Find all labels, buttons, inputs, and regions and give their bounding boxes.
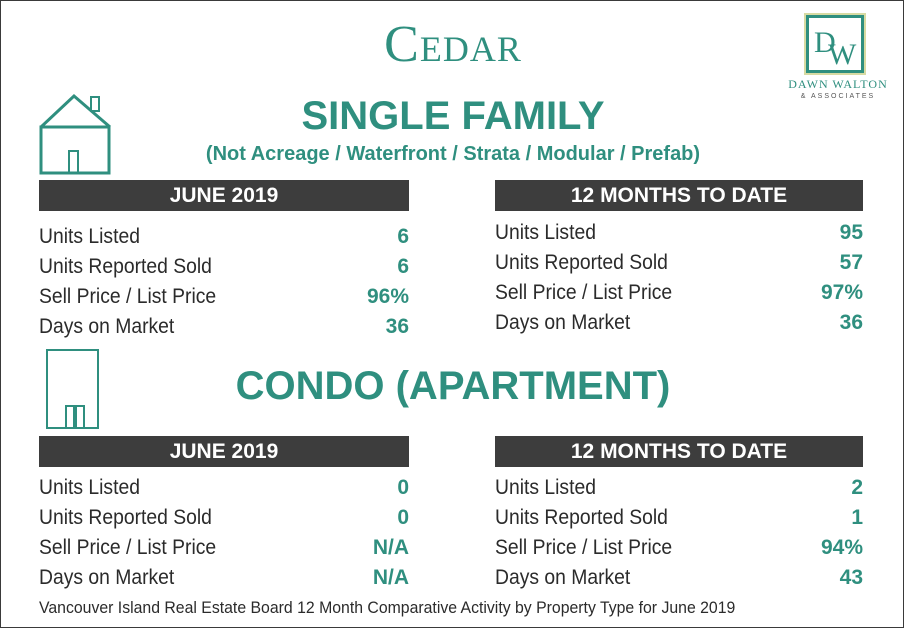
condo-ytd-header: 12 MONTHS TO DATE: [495, 436, 863, 467]
stat-row: Sell Price / List Price 96%: [39, 282, 409, 312]
stat-value: 57: [839, 251, 863, 274]
stat-value: 0: [397, 476, 409, 499]
logo-subtitle: & ASSOCIATES: [800, 93, 876, 100]
stat-label: Units Reported Sold: [495, 251, 668, 274]
single-family-ytd-header: 12 MONTHS TO DATE: [495, 180, 863, 211]
stat-value: 95: [839, 221, 863, 244]
stat-row: Units Listed 6: [39, 222, 409, 252]
svg-text:W: W: [828, 38, 857, 70]
stat-value: 0: [397, 506, 409, 529]
stat-label: Units Reported Sold: [39, 506, 212, 529]
footer-source-note: Vancouver Island Real Estate Board 12 Mo…: [39, 598, 736, 617]
stat-label: Sell Price / List Price: [39, 536, 217, 559]
stat-value: 97%: [820, 281, 863, 304]
stat-value: 43: [839, 566, 863, 589]
house-icon: [39, 93, 111, 175]
stat-row: Units Reported Sold 0: [39, 503, 409, 533]
stat-label: Sell Price / List Price: [495, 536, 673, 559]
stat-value: N/A: [372, 566, 409, 589]
single-family-month-header: JUNE 2019: [39, 180, 409, 211]
dw-monogram-icon: D W: [814, 26, 857, 70]
single-family-month-stats: Units Listed 6 Units Reported Sold 6 Sell …: [39, 222, 409, 342]
stat-value: 94%: [820, 536, 863, 559]
stat-row: Days on Market 36: [495, 308, 863, 338]
stat-label: Units Reported Sold: [39, 255, 212, 278]
stat-row: Units Reported Sold 57: [495, 248, 863, 278]
svg-text:D: D: [814, 26, 836, 59]
stat-label: Days on Market: [39, 315, 175, 338]
stat-label: Days on Market: [39, 566, 175, 589]
stat-label: Units Listed: [39, 476, 140, 499]
stat-value: N/A: [372, 536, 409, 559]
section-heading-single-family: SINGLE FAMILY: [301, 94, 605, 138]
stat-label: Units Listed: [39, 225, 140, 248]
stat-row: Units Listed 95: [495, 218, 863, 248]
condo-month-header: JUNE 2019: [39, 436, 409, 467]
stat-row: Units Reported Sold 6: [39, 252, 409, 282]
stat-row: Days on Market 36: [39, 312, 409, 342]
stat-row: Days on Market N/A: [39, 563, 409, 593]
stat-value: 2: [851, 476, 863, 499]
stat-row: Units Listed 2: [495, 473, 863, 503]
section-heading-condo: CONDO (APARTMENT): [235, 364, 671, 408]
stat-row: Days on Market 43: [495, 563, 863, 593]
stat-row: Sell Price / List Price N/A: [39, 533, 409, 563]
page-title: Cedar: [384, 16, 522, 73]
stat-label: Units Reported Sold: [495, 506, 668, 529]
single-family-ytd-stats: Units Listed 95 Units Reported Sold 57 Sel…: [495, 218, 863, 338]
stat-label: Sell Price / List Price: [39, 285, 217, 308]
stat-label: Sell Price / List Price: [495, 281, 673, 304]
stat-value: 96%: [366, 285, 409, 308]
logo-monogram-box: D W: [806, 15, 864, 73]
stat-row: Sell Price / List Price 94%: [495, 533, 863, 563]
stat-value: 36: [839, 311, 863, 334]
stat-value: 1: [851, 506, 863, 529]
stat-value: 36: [385, 315, 409, 338]
stat-row: Units Listed 0: [39, 473, 409, 503]
stat-label: Units Listed: [495, 221, 596, 244]
stat-label: Days on Market: [495, 566, 631, 589]
stat-label: Units Listed: [495, 476, 596, 499]
stat-value: 6: [397, 225, 409, 248]
stat-value: 6: [397, 255, 409, 278]
condo-ytd-stats: Units Listed 2 Units Reported Sold 1 Sell …: [495, 473, 863, 593]
company-logo: D W DAWN WALTON & ASSOCIATES: [781, 15, 895, 109]
condo-month-stats: Units Listed 0 Units Reported Sold 0 Sell …: [39, 473, 409, 593]
stat-row: Sell Price / List Price 97%: [495, 278, 863, 308]
stat-row: Units Reported Sold 1: [495, 503, 863, 533]
building-icon: [46, 349, 99, 429]
stat-label: Days on Market: [495, 311, 631, 334]
logo-name: DAWN WALTON: [788, 77, 888, 91]
single-family-subtitle: (Not Acreage / Waterfront / Strata / Mod…: [205, 143, 701, 165]
